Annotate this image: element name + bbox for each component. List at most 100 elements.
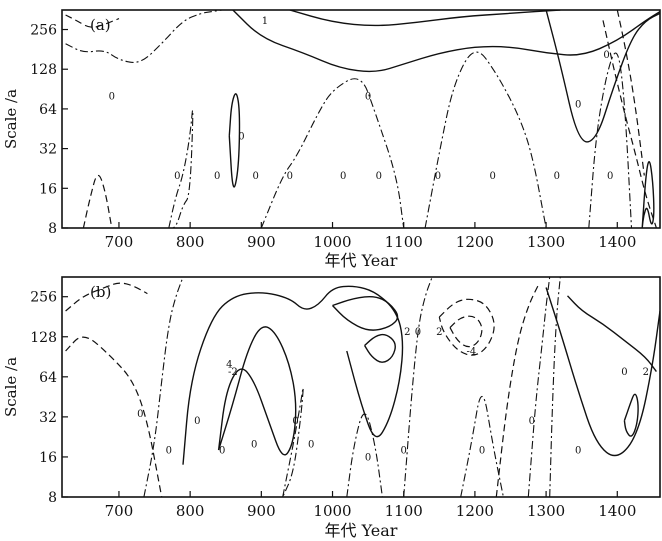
contour-label: 2 (404, 327, 410, 338)
contour-line-solid (641, 161, 655, 228)
y-axis-title: Scale /a (2, 89, 20, 149)
x-tick-label: 800 (176, 502, 205, 520)
x-tick-label: 700 (105, 502, 134, 520)
x-tick-label: 1400 (598, 233, 636, 251)
contour-label: 0 (340, 171, 346, 182)
x-axis-title: 年代 Year (325, 521, 398, 540)
contour-line-dashed (82, 174, 113, 228)
x-tick-label: 1400 (598, 502, 636, 520)
contour-label: 0 (401, 446, 407, 457)
contour-label: 0 (308, 440, 314, 451)
contour-line-dash-dot (460, 395, 504, 497)
contour-label: 0 (529, 416, 535, 427)
contour-line-dash-dot (143, 277, 184, 497)
y-tick-label: 128 (30, 330, 57, 346)
contour-line-dash-dot (168, 109, 194, 228)
contour-label: 0 (365, 452, 371, 463)
contour-line-solid (182, 285, 404, 465)
contour-label: 0 (554, 171, 560, 182)
contour-line-solid (364, 333, 396, 363)
contour-line-solid (566, 295, 657, 373)
contour-label: 4 (226, 359, 232, 370)
y-tick-label: 64 (39, 102, 57, 118)
panel-label: (a) (90, 16, 111, 34)
contour-line-dashed (65, 282, 148, 312)
contour-line-dashed (602, 20, 657, 228)
contour-line-dashed (616, 10, 645, 176)
contour-label: 0 (376, 171, 382, 182)
contour-label: 0 (415, 327, 421, 338)
plot-frame (61, 9, 661, 229)
contour-label: 0 (292, 416, 298, 427)
contour-line-dash-dot (260, 78, 405, 228)
y-tick-label: 64 (39, 370, 57, 386)
contour-label: 0 (575, 446, 581, 457)
contour-label: 2 (643, 367, 649, 378)
contour-label: 0 (166, 446, 172, 457)
contour-line-dashed (438, 298, 495, 356)
contour-line-dash-dot (346, 413, 383, 497)
y-tick-label: 16 (39, 181, 57, 197)
y-tick-label: 32 (39, 410, 57, 426)
contour-line-dashed (495, 283, 540, 497)
contour-label: 0 (238, 131, 244, 142)
contour-line-dashed (65, 14, 120, 28)
contour-label: 0 (490, 171, 496, 182)
contour-label: 0 (607, 171, 613, 182)
contour-label: 1 (262, 16, 268, 27)
y-tick-label: 32 (39, 142, 57, 158)
contour-label: 0 (621, 367, 627, 378)
contour-line-dash-dot (282, 387, 304, 497)
contour-label: -4 (466, 347, 476, 358)
x-tick-label: 1300 (527, 233, 565, 251)
contour-label: 0 (174, 171, 180, 182)
panel-label: (b) (90, 283, 111, 301)
contour-label: 0 (137, 409, 143, 420)
contour-line-solid (217, 326, 297, 456)
x-axis-title: 年代 Year (325, 251, 398, 270)
contour-label: 0 (435, 171, 441, 182)
y-tick-label: 256 (30, 290, 57, 306)
x-tick-label: 900 (247, 233, 276, 251)
y-tick-label: 8 (48, 490, 57, 506)
y-axis-title: Scale /a (2, 357, 20, 417)
panel-a: 0 0 0 0 0 0 0 0 0 0 0 0 0 0 0 1 700 800 900 1000 1100 1200 130… (2, 9, 661, 270)
plot-frame (61, 276, 661, 498)
contour-line-solid (232, 10, 660, 73)
x-tick-label: 800 (176, 233, 205, 251)
contour-label: 0 (287, 171, 293, 182)
x-tick-label: 1000 (313, 502, 351, 520)
contour-line-solid (331, 295, 399, 331)
x-tick-label: 1300 (527, 502, 565, 520)
y-tick-label: 16 (39, 450, 57, 466)
y-tick-label: 8 (48, 221, 57, 237)
contour-label: 0 (109, 92, 115, 103)
contour-label: 0 (252, 171, 258, 182)
x-tick-label: 1100 (385, 233, 423, 251)
contour-label: 0 (365, 92, 371, 103)
contour-line-solid (289, 10, 561, 27)
contour-line-dash-dot (588, 52, 633, 228)
contour-line-solid (545, 10, 660, 143)
contour-line-solid (228, 93, 241, 188)
contour-label: 0 (575, 99, 581, 110)
contour-label: 0 (219, 446, 225, 457)
contour-line-dashed (449, 315, 483, 348)
contour-line-dashed (65, 336, 163, 497)
contour-label: 0 (479, 446, 485, 457)
y-tick-label: 128 (30, 62, 57, 78)
contour-label: 0 (251, 440, 257, 451)
contour-line-dash-dot (549, 277, 561, 497)
contour-layer: 0 0 0 0 0 0 0 0 0 0 0 0 0 0 0 1 (65, 10, 660, 228)
x-tick-label: 900 (247, 502, 276, 520)
contour-line-dash-dot (65, 10, 223, 63)
contour-line-dash-dot (403, 277, 433, 497)
contour-line-solid (545, 287, 660, 457)
contour-label: 0 (603, 50, 609, 61)
contour-label: 2 (436, 327, 442, 338)
contour-label: -2 (228, 367, 238, 378)
contour-label: 0 (194, 416, 200, 427)
